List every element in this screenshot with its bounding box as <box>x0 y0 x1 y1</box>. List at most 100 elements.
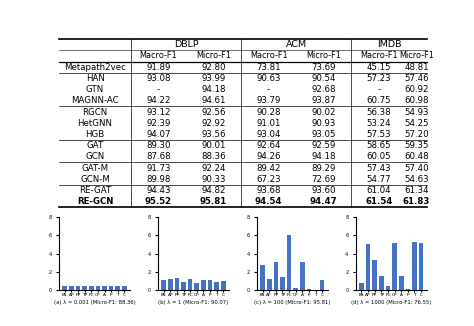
Text: 90.93: 90.93 <box>311 119 336 128</box>
Bar <box>392 243 397 290</box>
Text: 93.87: 93.87 <box>311 96 336 105</box>
Text: -: - <box>267 85 270 94</box>
Bar <box>260 264 265 290</box>
Text: -: - <box>157 85 160 94</box>
Text: 93.99: 93.99 <box>201 74 226 83</box>
Text: 93.60: 93.60 <box>311 186 336 195</box>
Text: Micro-F1: Micro-F1 <box>306 52 341 60</box>
Bar <box>307 289 311 290</box>
Text: 95.52: 95.52 <box>145 197 172 206</box>
Text: 57.20: 57.20 <box>404 130 429 139</box>
Bar <box>386 287 390 290</box>
Text: HetGNN: HetGNN <box>78 119 112 128</box>
Text: 73.69: 73.69 <box>311 63 336 72</box>
Bar <box>102 286 107 290</box>
Text: 90.63: 90.63 <box>256 74 281 83</box>
Text: ACM: ACM <box>286 40 307 49</box>
Text: 89.30: 89.30 <box>146 141 171 150</box>
Text: 60.92: 60.92 <box>404 85 429 94</box>
X-axis label: (d) λ = 1000 (Micro-F1: 76.55): (d) λ = 1000 (Micro-F1: 76.55) <box>351 300 431 305</box>
Text: 93.56: 93.56 <box>201 130 226 139</box>
Text: RGCN: RGCN <box>82 108 108 116</box>
Text: 89.29: 89.29 <box>311 164 336 172</box>
Bar <box>287 235 292 290</box>
Text: 94.54: 94.54 <box>255 197 283 206</box>
Bar <box>273 262 278 290</box>
Text: 54.93: 54.93 <box>404 108 429 116</box>
Text: 59.35: 59.35 <box>404 141 429 150</box>
Text: 91.01: 91.01 <box>256 119 281 128</box>
Bar <box>82 286 87 290</box>
Text: 91.73: 91.73 <box>146 164 171 172</box>
Bar <box>122 286 127 290</box>
Text: 54.25: 54.25 <box>404 119 429 128</box>
Text: 58.65: 58.65 <box>366 141 391 150</box>
Text: 67.23: 67.23 <box>256 175 281 184</box>
Text: 54.63: 54.63 <box>404 175 429 184</box>
Bar <box>373 260 377 290</box>
Text: 94.47: 94.47 <box>310 197 337 206</box>
Text: 94.22: 94.22 <box>146 96 171 105</box>
Bar <box>366 244 370 290</box>
Text: Macro-F1: Macro-F1 <box>139 52 177 60</box>
Text: 60.75: 60.75 <box>366 96 391 105</box>
Bar <box>63 286 67 290</box>
Text: MAGNN-AC: MAGNN-AC <box>71 96 119 105</box>
Text: 88.36: 88.36 <box>201 152 226 161</box>
Bar <box>214 282 219 290</box>
Text: 90.33: 90.33 <box>201 175 226 184</box>
Bar <box>379 276 383 290</box>
Text: Macro-F1: Macro-F1 <box>250 52 288 60</box>
Text: GAT-M: GAT-M <box>82 164 109 172</box>
Bar <box>412 242 417 290</box>
Text: Micro-F1: Micro-F1 <box>196 52 231 60</box>
Text: 92.64: 92.64 <box>256 141 281 150</box>
Text: RE-GCN: RE-GCN <box>77 197 113 206</box>
Bar <box>359 283 364 290</box>
Text: 94.82: 94.82 <box>201 186 226 195</box>
Text: 45.15: 45.15 <box>366 63 391 72</box>
Text: 93.08: 93.08 <box>146 74 171 83</box>
Bar <box>320 280 325 290</box>
Text: DBLP: DBLP <box>173 40 198 49</box>
Text: 92.59: 92.59 <box>311 141 336 150</box>
Text: 94.18: 94.18 <box>201 85 226 94</box>
Text: 89.42: 89.42 <box>256 164 281 172</box>
Text: 61.34: 61.34 <box>404 186 429 195</box>
Text: 57.40: 57.40 <box>404 164 429 172</box>
Text: 90.02: 90.02 <box>311 108 336 116</box>
Text: 94.18: 94.18 <box>311 152 336 161</box>
Text: 92.39: 92.39 <box>146 119 171 128</box>
Text: 93.12: 93.12 <box>146 108 171 116</box>
Text: 90.01: 90.01 <box>201 141 226 150</box>
Bar <box>89 286 93 290</box>
Bar <box>96 286 100 290</box>
Text: 54.77: 54.77 <box>366 175 391 184</box>
Bar <box>109 286 113 290</box>
Bar <box>194 283 199 290</box>
Text: 72.69: 72.69 <box>311 175 336 184</box>
Text: 73.81: 73.81 <box>256 63 281 72</box>
X-axis label: (a) λ = 0.001 (Micro-F1: 88.36): (a) λ = 0.001 (Micro-F1: 88.36) <box>54 300 136 305</box>
Text: 94.43: 94.43 <box>146 186 171 195</box>
Bar <box>161 280 166 290</box>
Bar <box>181 282 186 290</box>
Text: 61.83: 61.83 <box>403 197 430 206</box>
Bar <box>201 280 206 290</box>
X-axis label: (b) λ = 1 (Micro-F1: 90.07): (b) λ = 1 (Micro-F1: 90.07) <box>158 300 228 305</box>
Text: 48.81: 48.81 <box>404 63 429 72</box>
Text: 93.04: 93.04 <box>256 130 281 139</box>
Text: 57.46: 57.46 <box>404 74 429 83</box>
Text: 60.05: 60.05 <box>366 152 391 161</box>
Text: IMDB: IMDB <box>377 40 401 49</box>
Text: -: - <box>377 85 381 94</box>
Text: RE-GAT: RE-GAT <box>79 186 111 195</box>
Text: 90.28: 90.28 <box>256 108 281 116</box>
Bar <box>300 262 305 290</box>
Text: 56.38: 56.38 <box>366 108 391 116</box>
Bar <box>293 288 298 290</box>
Text: 93.79: 93.79 <box>256 96 281 105</box>
Text: 61.04: 61.04 <box>366 186 391 195</box>
Bar <box>116 286 120 290</box>
Text: 92.92: 92.92 <box>201 119 226 128</box>
